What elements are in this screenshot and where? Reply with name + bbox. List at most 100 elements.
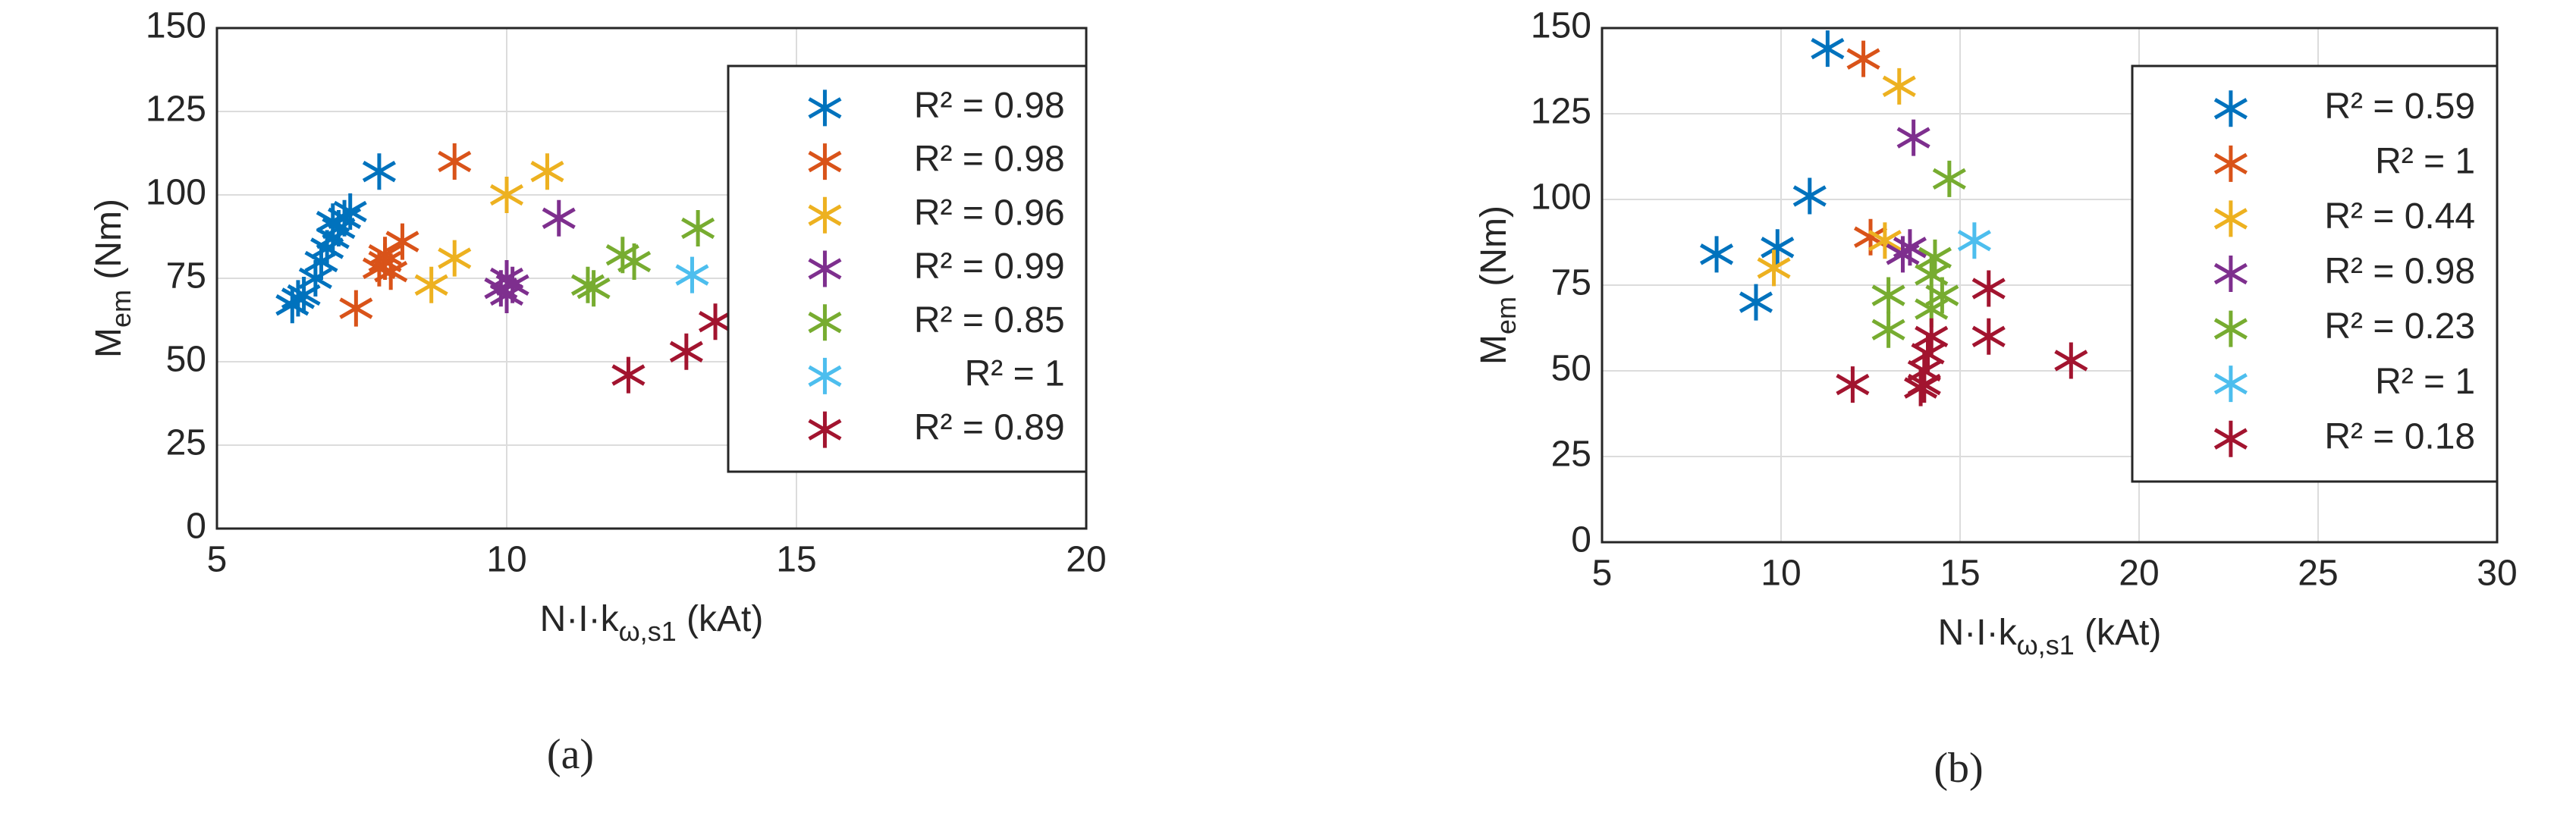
- y-axis-label-part: (Nm): [89, 199, 129, 290]
- scatter-point: [576, 270, 611, 307]
- legend-marker: [808, 357, 842, 394]
- scatter-point: [1932, 160, 1966, 197]
- y-axis-label: Mem (Nm): [89, 199, 137, 358]
- legend-label: R² = 0.59: [2324, 86, 2475, 127]
- legend-marker: [808, 304, 842, 341]
- legend-marker: [2213, 90, 2248, 127]
- y-tick-label: 125: [1531, 92, 1591, 132]
- caption: (a): [547, 731, 594, 778]
- x-tick-label: 30: [2477, 554, 2517, 594]
- legend-marker: [2213, 145, 2248, 182]
- legend-marker: [808, 143, 842, 180]
- scatter-point: [1911, 335, 1945, 372]
- x-tick-label: 5: [207, 540, 228, 580]
- legend-label: R² = 0.44: [2324, 196, 2475, 237]
- scatter-point: [530, 153, 564, 190]
- y-tick-label: 100: [1531, 177, 1591, 218]
- y-tick-label: 75: [166, 256, 206, 297]
- scatter-point: [1761, 229, 1795, 266]
- scatter-point: [1893, 229, 1927, 266]
- x-axis-label-part: (kAt): [2075, 613, 2162, 653]
- y-axis-label-part: em: [105, 290, 137, 328]
- scatter-point: [1957, 222, 1991, 259]
- scatter-point: [1882, 67, 1916, 105]
- legend-label: R² = 0.98: [2324, 252, 2475, 292]
- legend-marker: [808, 196, 842, 234]
- scatter-point: [699, 303, 733, 340]
- scatter-point: [1700, 236, 1734, 273]
- legend-label: R² = 1: [2375, 362, 2475, 402]
- legend-marker: [808, 89, 842, 127]
- x-axis-label-part: ω,s1: [2017, 629, 2075, 661]
- scatter-point: [1757, 249, 1791, 287]
- scatter-point: [368, 237, 402, 274]
- scatter-point: [414, 266, 448, 303]
- scatter-point: [385, 223, 419, 260]
- legend-label: R² = 1: [2375, 142, 2475, 182]
- scatter-point: [611, 356, 646, 394]
- y-tick-label: 0: [186, 507, 206, 547]
- legend-box: [2131, 64, 2499, 483]
- scatter-point: [438, 143, 472, 180]
- x-tick-label: 20: [2119, 554, 2159, 594]
- x-tick-label: 15: [776, 540, 816, 580]
- scatter-point: [1918, 239, 1952, 276]
- scatter-point: [1846, 40, 1880, 77]
- legend-marker: [808, 250, 842, 287]
- y-tick-label: 50: [166, 340, 206, 380]
- scatter-point: [675, 256, 709, 293]
- scatter-point: [438, 240, 472, 277]
- x-axis-label-part: N·I·k: [540, 599, 620, 639]
- scatter-point: [333, 193, 367, 230]
- y-axis-label-part: (Nm): [1474, 206, 1514, 297]
- y-axis-label-part: em: [1491, 297, 1522, 334]
- x-axis-label-part: ω,s1: [619, 616, 677, 647]
- scatter-point: [339, 290, 373, 327]
- scatter-point: [362, 153, 396, 190]
- scatter-point: [1871, 277, 1905, 314]
- x-tick-label: 10: [486, 540, 526, 580]
- x-tick-label: 10: [1761, 554, 1801, 594]
- y-tick-label: 100: [146, 173, 206, 213]
- x-axis-label-part: N·I·k: [1938, 613, 2018, 653]
- y-tick-label: 25: [1551, 435, 1591, 475]
- legend-label: R² = 1: [965, 354, 1065, 394]
- scatter-point: [1868, 222, 1902, 259]
- scatter-point: [1836, 366, 1870, 403]
- legend-marker: [2213, 310, 2248, 347]
- y-tick-label: 150: [1531, 6, 1591, 46]
- x-axis-label-part: (kAt): [677, 599, 764, 639]
- scatter-point: [2054, 342, 2088, 379]
- y-tick-label: 50: [1551, 349, 1591, 389]
- scatter-point: [1896, 119, 1930, 156]
- scatter-point: [1871, 311, 1905, 348]
- scatter-point: [542, 199, 576, 237]
- legend-marker: [2213, 420, 2248, 457]
- x-tick-label: 20: [1066, 540, 1106, 580]
- legend-marker: [2213, 256, 2248, 292]
- scatter-point: [669, 333, 703, 370]
- scatter-point: [1792, 177, 1827, 215]
- legend-label: R² = 0.98: [914, 86, 1065, 126]
- legend-box: [727, 64, 1088, 473]
- caption: (b): [1934, 745, 1983, 792]
- legend-label: R² = 0.98: [914, 140, 1065, 180]
- y-tick-label: 150: [146, 6, 206, 46]
- legend-label: R² = 0.99: [914, 246, 1065, 287]
- y-tick-label: 25: [166, 423, 206, 463]
- x-axis-label: N·I·kω,s1 (kAt): [1938, 613, 2162, 661]
- y-axis-label-part: M: [89, 328, 129, 358]
- scatter-point: [1971, 318, 2006, 355]
- scatter-point: [1915, 318, 1949, 355]
- y-axis-label: Mem (Nm): [1474, 206, 1522, 365]
- x-tick-label: 5: [1592, 554, 1613, 594]
- scatter-point: [489, 177, 524, 213]
- legend-label: R² = 0.85: [914, 300, 1065, 340]
- y-tick-label: 75: [1551, 263, 1591, 303]
- legend-marker: [2213, 200, 2248, 237]
- x-axis-label: N·I·kω,s1 (kAt): [540, 599, 764, 647]
- y-axis-label-part: M: [1474, 334, 1514, 365]
- scatter-point: [681, 210, 715, 246]
- legend-marker: [808, 411, 842, 448]
